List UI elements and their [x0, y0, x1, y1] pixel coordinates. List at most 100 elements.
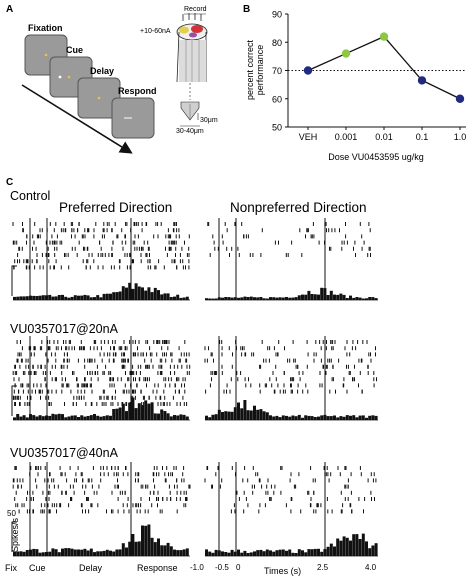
- psth-bar: [374, 543, 378, 556]
- psth-bar: [240, 408, 244, 420]
- psth-bar: [176, 415, 180, 420]
- psth-bar: [336, 294, 340, 300]
- psth-bar: [134, 541, 138, 556]
- psth-bar: [310, 416, 314, 420]
- psth-bar: [345, 298, 349, 300]
- psth-bar: [32, 548, 36, 556]
- psth-bar: [249, 296, 253, 300]
- psth-bar: [38, 552, 42, 556]
- psth-bar: [368, 548, 372, 556]
- psth-bar: [278, 417, 282, 420]
- nonpreferred-direction-label: Nonpreferred Direction: [230, 200, 367, 215]
- psth-bar: [205, 298, 208, 300]
- psth-bar: [374, 415, 378, 420]
- psth-bar: [86, 416, 90, 420]
- raster-psth-block: [11, 218, 190, 301]
- psth-bar: [265, 549, 269, 556]
- psth-bar: [35, 416, 39, 420]
- b-data-point: [379, 32, 389, 41]
- psth-bar: [361, 415, 365, 420]
- psth-bar: [163, 411, 167, 420]
- psth-bar: [265, 298, 269, 300]
- psth-bar: [80, 415, 84, 420]
- psth-bar: [185, 416, 189, 420]
- psth-bar: [115, 408, 119, 420]
- psth-bar: [259, 409, 263, 420]
- psth-bar: [243, 550, 247, 556]
- psth-bar: [173, 549, 176, 556]
- psth-bar: [211, 552, 215, 556]
- psth-bar: [169, 297, 173, 300]
- b-points: [303, 32, 465, 103]
- psth-bar: [352, 415, 356, 420]
- psth-bar: [281, 549, 285, 556]
- psth-bar: [51, 413, 55, 420]
- psth-bar: [368, 297, 372, 300]
- psth-bar: [253, 551, 256, 556]
- psth-bar: [361, 298, 365, 300]
- b-xtick-label: 0.001: [335, 132, 358, 142]
- psth-bar: [230, 549, 234, 556]
- psth-bar: [281, 297, 285, 300]
- panel-b: B 50 60 70 80 90 VEH 0.001 0.01 0.1 1.0 percent …: [243, 4, 466, 162]
- psth-bar: [217, 550, 221, 556]
- psth-bar: [112, 409, 116, 420]
- psth-bar: [326, 295, 330, 300]
- psth-bar: [320, 551, 324, 556]
- psth-bar: [19, 551, 23, 556]
- psth-bar: [345, 415, 349, 420]
- psth-bar: [317, 416, 320, 420]
- psth-bar: [269, 297, 272, 300]
- psth-bar: [61, 548, 64, 556]
- psth-bar: [147, 403, 151, 420]
- psth-bar: [349, 415, 352, 420]
- psth-bar: [342, 294, 346, 300]
- psth-bar: [147, 287, 151, 300]
- psth-bar: [211, 414, 215, 420]
- psth-bar: [134, 283, 138, 300]
- psth-bar: [128, 541, 132, 556]
- psth-bar: [61, 414, 64, 420]
- psth-bar: [160, 409, 164, 420]
- psth-bar: [109, 293, 112, 300]
- psth-bar: [16, 551, 20, 556]
- psth-bar: [131, 534, 135, 556]
- psth-bar: [73, 549, 77, 556]
- psth-bar: [233, 297, 237, 300]
- psth-bar: [166, 293, 170, 300]
- psth-bar: [208, 551, 212, 556]
- psth-bar: [304, 294, 308, 300]
- psth-bar: [169, 546, 173, 556]
- psth-bar: [304, 415, 308, 420]
- psth-bar: [221, 297, 224, 300]
- psth-bar: [67, 416, 71, 420]
- psth-bar: [323, 549, 327, 556]
- psth-bar: [51, 296, 55, 300]
- screen-label-fixation: Fixation: [28, 23, 63, 33]
- psth-bar: [105, 293, 109, 300]
- psth-bar: [29, 414, 32, 420]
- psth-bar: [35, 549, 39, 556]
- psth-bar: [371, 545, 375, 556]
- psth-bar: [179, 550, 183, 556]
- psth-bar: [301, 417, 304, 420]
- b-ytick-label: 80: [272, 38, 282, 48]
- panel-a: A Fixation Cue Delay Respond Record +10: [6, 4, 218, 154]
- left-xlabel-fix: Fix: [5, 563, 17, 573]
- psth-bar: [166, 413, 170, 420]
- psth-bar: [64, 548, 68, 556]
- psth-bar: [67, 548, 71, 556]
- psth-bar: [73, 415, 77, 420]
- psth-bar: [176, 294, 180, 300]
- psth-bar: [22, 296, 26, 300]
- psth-bar: [25, 417, 29, 420]
- psth-bar: [41, 416, 45, 420]
- psth-bar: [121, 403, 125, 420]
- psth-bar: [294, 416, 298, 420]
- time-arrow: [21, 84, 133, 154]
- y-scale-unit: Spikes/s: [10, 517, 20, 552]
- psth-bar: [93, 552, 96, 556]
- psth-bar: [320, 287, 324, 300]
- psth-bar: [237, 549, 240, 556]
- psth-bar: [125, 547, 128, 556]
